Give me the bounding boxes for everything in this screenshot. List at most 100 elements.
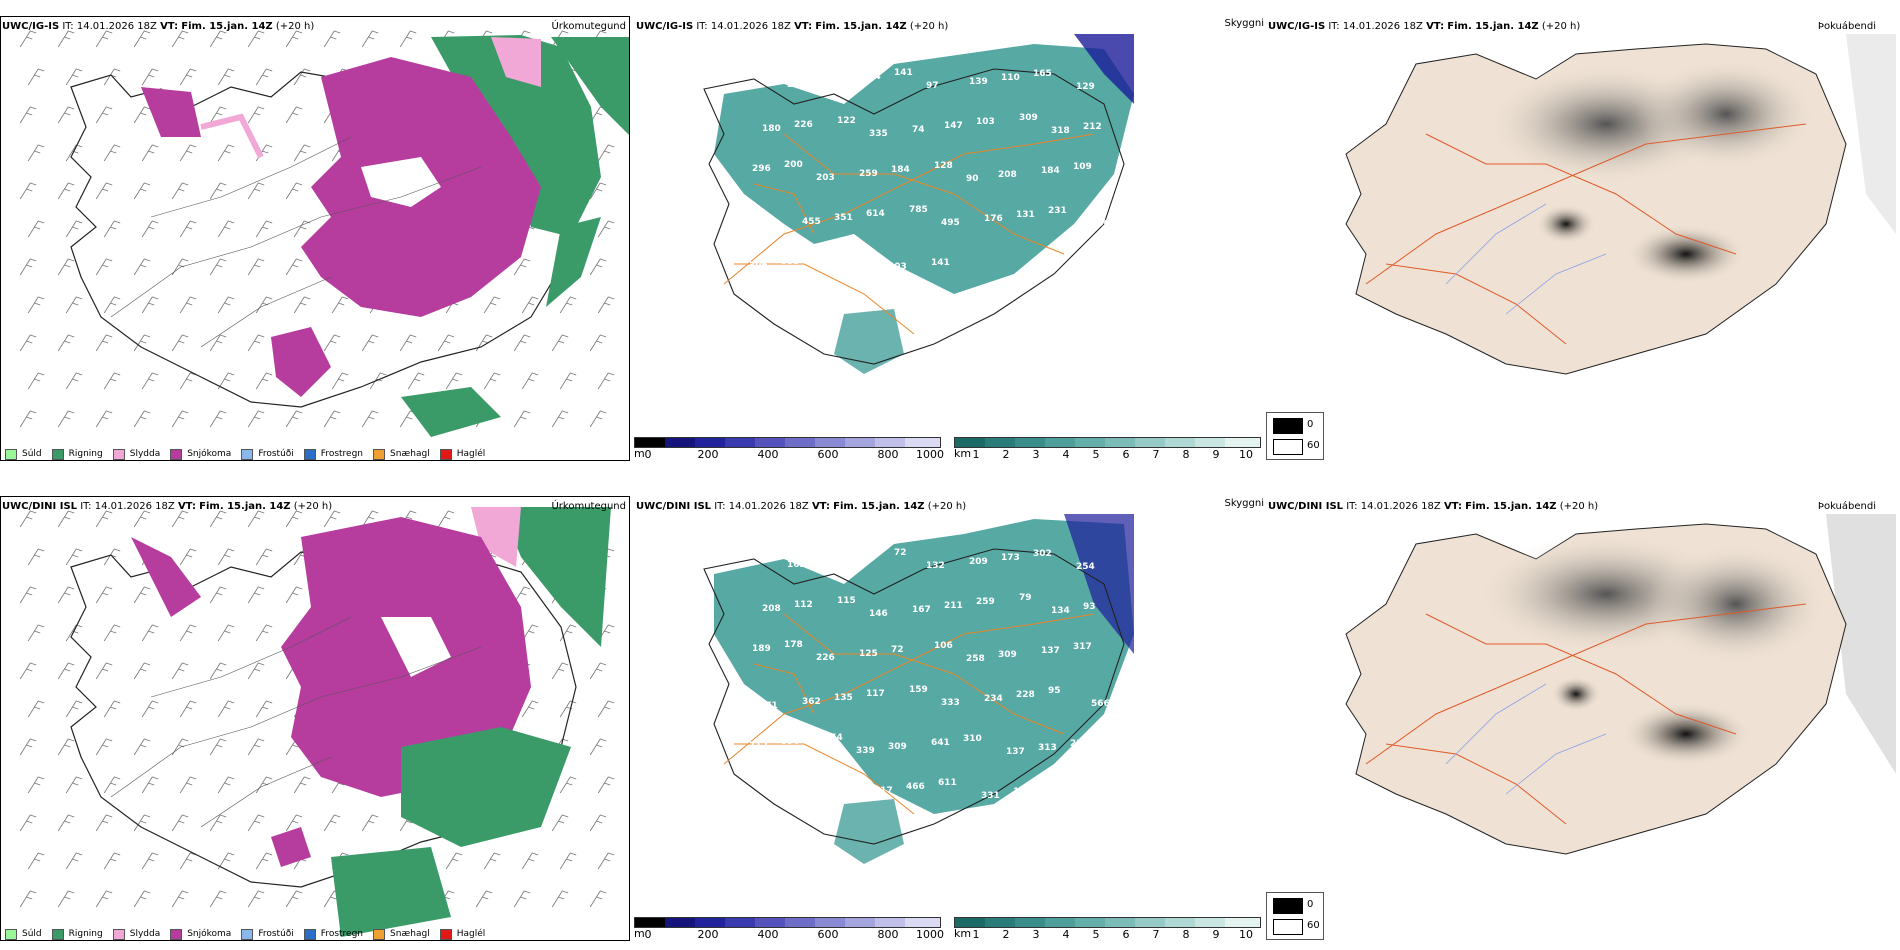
wind-barb	[209, 738, 227, 756]
wind-barb	[141, 624, 159, 642]
vis-value-label: 159	[909, 685, 928, 695]
wind-barb	[19, 510, 37, 528]
vis-scale-m-tick: 400	[757, 448, 779, 461]
wind-barb	[65, 624, 83, 642]
wind-barb	[65, 372, 83, 390]
legend-item: Rigning	[51, 928, 103, 940]
wind-barb	[521, 296, 539, 314]
wind-barb	[179, 296, 197, 314]
wind-barb	[65, 700, 83, 718]
wind-barb	[521, 700, 539, 718]
sleet-area-ne	[491, 37, 541, 87]
vis-scale-km-tick: 8	[1182, 448, 1190, 461]
wind-barb	[247, 738, 265, 756]
vis-value-label: 641	[931, 738, 950, 748]
vis-value-label: 81	[862, 552, 875, 562]
panel-header: UWC/IG-IS IT: 14.01.2026 18Z VT: Fim. 15…	[2, 21, 315, 32]
vis-value-label: 712	[749, 741, 768, 751]
wind-barb	[95, 182, 113, 200]
vis-scale-km-tick: 8	[1182, 928, 1190, 941]
vis-value-label: 148	[824, 253, 843, 263]
wind-barb	[103, 776, 121, 794]
vis-scale-m-cells	[634, 917, 941, 928]
vis-value-label: 339	[856, 746, 875, 756]
wind-barb	[65, 68, 83, 86]
wind-barb	[171, 182, 189, 200]
wind-barb	[559, 776, 577, 794]
vis-value-label: 106	[934, 641, 953, 651]
vis-scale-m-tick: 600	[817, 928, 839, 941]
vis-value-label: 306	[749, 261, 768, 271]
wind-barb	[597, 372, 615, 390]
wind-barb	[27, 220, 45, 238]
vis-value-label: 351	[834, 213, 853, 223]
vis-number-labels: 113 162 91 81 72 132 209 173 302 254 208 112 115 146 1…	[744, 547, 1110, 848]
vis-value-label: 129	[1076, 82, 1095, 92]
wind-barb	[19, 258, 37, 276]
vis-value-label: 72	[891, 645, 904, 655]
wind-barb	[255, 296, 273, 314]
vis-scale-km: km 1 2 3 4 5 6 7 8 9 10	[954, 437, 1264, 463]
vis-scale-m-unit: m	[634, 927, 645, 940]
vis-value-label: 611	[938, 778, 957, 788]
precip-map-frame: Súld Rigning Slydda Snjókoma Frostúði Frostre…	[0, 16, 630, 461]
snow-area-south	[271, 827, 311, 867]
vis-scale-km: km 1 2 3 4 5 6 7 8 9 10	[954, 917, 1264, 943]
wind-barb	[65, 776, 83, 794]
vis-value-label: 97	[926, 81, 939, 91]
vis-value-label: 131	[1016, 210, 1035, 220]
legend-item: Frostúði	[241, 448, 294, 460]
wind-barb	[247, 334, 265, 352]
legend-label: Frostregn	[320, 449, 364, 459]
wind-barb	[247, 890, 265, 908]
vis-value-label: 566	[1091, 699, 1110, 709]
vis-teal-south	[834, 309, 904, 374]
vis-value-label: 134	[1051, 606, 1070, 616]
vis-scale-km-tick: 1	[972, 928, 980, 941]
vis-value-label: 313	[1038, 743, 1057, 753]
snow-area-nw	[141, 87, 201, 137]
wind-barb	[141, 220, 159, 238]
wind-barb	[209, 510, 227, 528]
rivers	[1445, 203, 1607, 315]
legend-swatch	[51, 928, 64, 940]
panel-title: Þokuábendi	[1817, 21, 1876, 32]
panel-header: UWC/IG-IS IT: 14.01.2026 18Z VT: Fim. 15…	[1268, 21, 1581, 32]
vis-value-label: 309	[998, 650, 1017, 660]
wind-barb	[141, 700, 159, 718]
panel-title: Úrkomutegund	[551, 21, 626, 32]
wind-barb	[179, 852, 197, 870]
legend-item: Súld	[5, 928, 42, 940]
iceland-outline	[70, 66, 577, 408]
wind-barb	[95, 258, 113, 276]
vis-teal-south	[834, 799, 904, 864]
rain-area-ne	[551, 37, 629, 135]
legend-label: Haglél	[456, 929, 486, 939]
wind-barb	[19, 738, 37, 756]
panel-fog: UWC/DINI ISL IT: 14.01.2026 18Z VT: Fim.…	[1266, 480, 1900, 950]
wind-barb	[171, 890, 189, 908]
wind-barb	[247, 30, 265, 48]
wind-barb	[521, 372, 539, 390]
fog-legend-low: 0	[1307, 419, 1314, 430]
wind-barb	[19, 106, 37, 124]
vis-value-label: 259	[976, 597, 995, 607]
fog-legend-high: 60	[1307, 440, 1320, 451]
wind-barb	[399, 334, 417, 352]
legend-label: Snjókoma	[187, 929, 232, 939]
wind-barb	[589, 890, 607, 908]
vis-blue-area	[1064, 514, 1134, 654]
vis-value-label: 771	[759, 701, 778, 711]
wind-barb	[513, 410, 531, 428]
vis-scale-m-unit: m	[634, 447, 645, 460]
wind-barb	[551, 334, 569, 352]
sleet-band	[200, 113, 264, 159]
fog-field-dense	[1621, 702, 1751, 766]
legend-item: Snjókoma	[170, 928, 232, 940]
wind-barb	[19, 814, 37, 832]
wind-barb	[133, 258, 151, 276]
vis-scale-m-tick: 400	[757, 928, 779, 941]
wind-barb	[285, 258, 303, 276]
legend-item: Haglél	[439, 928, 486, 940]
wind-barb	[19, 410, 37, 428]
